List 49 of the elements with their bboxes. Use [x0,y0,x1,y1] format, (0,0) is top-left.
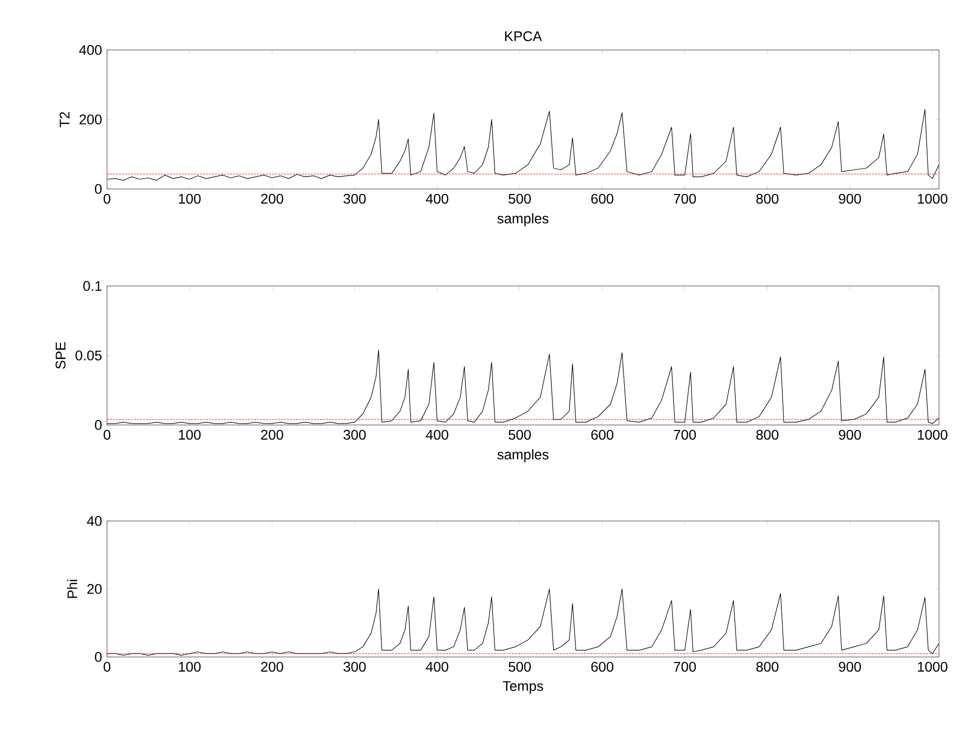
x-tick-label: 900 [838,430,861,440]
x-tick-label: 200 [261,662,284,672]
x-tick-label: 1000 [918,194,948,204]
x-tick-label: 300 [344,194,366,204]
y-tick-label: 0 [94,184,102,194]
x-tick-label: 300 [344,430,366,440]
y-tick-label: 0 [94,420,102,430]
x-tick-label: 700 [674,430,696,440]
x-tick-label: 0 [104,430,110,440]
x-tick-label: 300 [344,662,366,672]
x-tick-label: 400 [426,662,448,672]
x-tick-label: 500 [508,662,531,672]
x-tick-label: 0 [104,662,110,672]
x-tick-label: 100 [178,430,201,440]
x-tick-label: 400 [426,430,448,440]
x-tick-label: 800 [756,194,778,204]
x-axis-title: Temps [502,681,544,694]
y-tick-label: 0.05 [76,350,102,360]
x-tick-label: 800 [756,662,778,672]
x-tick-label: 900 [838,194,861,204]
y-tick-label: 0 [94,652,102,662]
x-axis-title: samples [497,213,548,226]
y-tick-label: 40 [86,516,102,526]
x-tick-label: 100 [178,194,201,204]
x-tick-label: 200 [261,194,284,204]
y-axis-title: T2 [60,112,70,128]
x-tick-label: 200 [261,430,284,440]
y-tick-label: 20 [87,584,102,594]
x-tick-label: 600 [591,662,614,672]
x-axis-title: samples [497,449,548,462]
x-tick-label: 600 [591,194,614,204]
x-tick-label: 0 [104,194,110,204]
x-tick-label: 900 [838,662,861,672]
y-axis-title: Phi [67,580,78,598]
x-tick-label: 600 [591,430,614,440]
x-tick-label: 500 [508,194,531,204]
x-tick-label: 800 [756,430,778,440]
x-tick-label: 500 [508,430,531,440]
x-tick-label: 700 [674,194,696,204]
x-tick-label: 1000 [918,430,948,440]
chart-title: KPCA [505,31,542,42]
y-tick-label: 400 [79,45,102,55]
x-tick-label: 400 [426,194,448,204]
x-tick-label: 700 [674,662,696,672]
y-tick-label: 200 [80,114,102,124]
y-axis-title: SPE [56,342,66,369]
x-tick-label: 1000 [918,662,948,672]
x-tick-label: 100 [178,662,201,672]
y-tick-label: 0.1 [83,281,102,291]
